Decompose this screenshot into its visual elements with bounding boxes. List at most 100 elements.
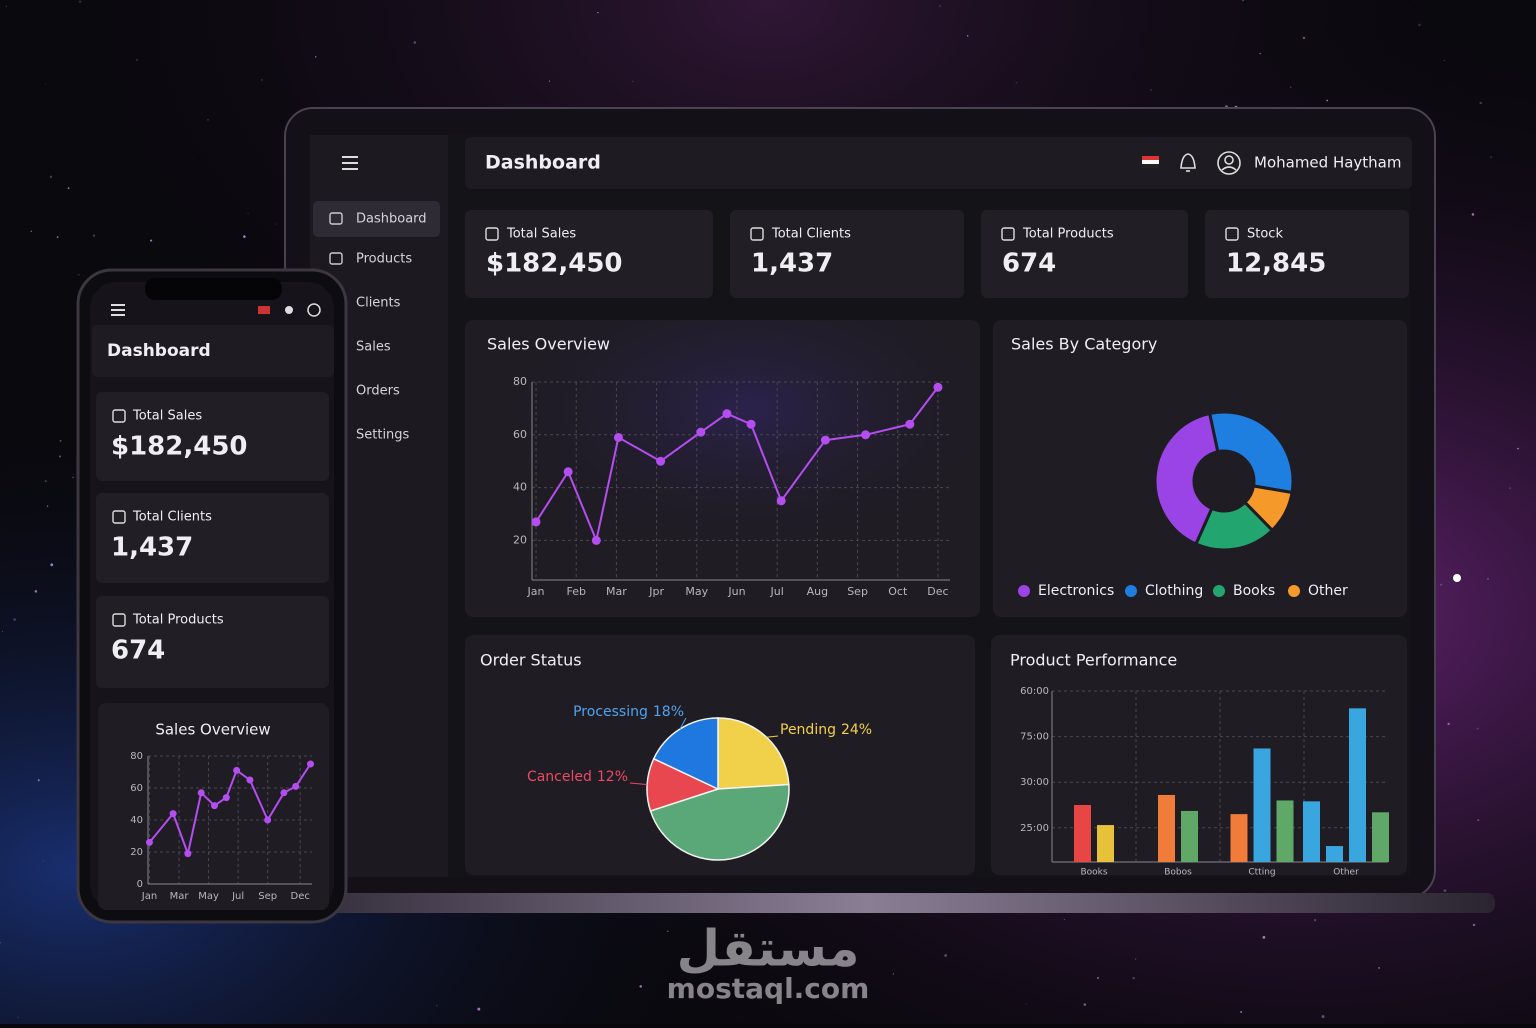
menu-item[interactable]: Sales xyxy=(356,340,391,355)
star xyxy=(43,860,44,861)
star xyxy=(2,631,3,632)
x-tick-label: Sep xyxy=(258,891,277,902)
bar xyxy=(1349,708,1366,862)
y-tick-label: 20 xyxy=(130,847,143,858)
x-tick-label: Feb xyxy=(566,585,585,598)
y-tick-label: 80 xyxy=(513,375,527,388)
menu-item[interactable]: Products xyxy=(356,252,412,267)
y-tick-label: 60 xyxy=(513,428,527,441)
panel-glow xyxy=(465,320,980,617)
star xyxy=(1477,819,1479,821)
chart-title: Order Status xyxy=(480,651,582,670)
y-tick-label: 40 xyxy=(513,481,527,494)
y-tick-label: 80 xyxy=(130,751,143,762)
star xyxy=(639,985,642,988)
kpi-value: 674 xyxy=(111,636,165,666)
star xyxy=(939,5,940,6)
kpi-label: Total Sales xyxy=(506,227,576,242)
bar xyxy=(1181,811,1198,862)
menu-item[interactable]: Dashboard xyxy=(356,212,427,227)
menu-item[interactable]: Orders xyxy=(356,384,400,399)
bar xyxy=(1254,748,1271,862)
legend-dot xyxy=(1213,585,1225,597)
kpi-label: Total Clients xyxy=(771,227,851,242)
legend-label: Electronics xyxy=(1038,583,1114,599)
kpi-value: 12,845 xyxy=(1226,249,1326,279)
star xyxy=(47,506,48,507)
point xyxy=(777,496,786,505)
point xyxy=(614,433,623,442)
bar xyxy=(1303,801,1320,862)
star xyxy=(243,235,246,238)
star xyxy=(414,41,417,44)
star xyxy=(17,1017,18,1018)
slice-name: Pending xyxy=(780,722,836,738)
kpi-value: 1,437 xyxy=(111,533,193,563)
bar xyxy=(1231,814,1248,862)
star xyxy=(1444,889,1447,892)
star xyxy=(1457,977,1458,978)
point xyxy=(280,789,287,796)
star xyxy=(667,930,669,932)
slice-name: Canceled xyxy=(527,769,592,785)
legend-label: Other xyxy=(1308,583,1348,599)
panel xyxy=(991,635,1407,875)
chart-title: Sales Overview xyxy=(487,335,610,354)
point xyxy=(198,789,205,796)
menu-item[interactable]: Settings xyxy=(356,428,410,443)
y-tick-label: 60:00 xyxy=(1020,686,1049,697)
bar xyxy=(1372,812,1389,862)
legend-dot xyxy=(1288,585,1300,597)
point xyxy=(722,409,731,418)
star xyxy=(31,231,33,233)
point xyxy=(223,794,230,801)
star xyxy=(967,35,968,36)
slice-name: Processing xyxy=(573,704,648,720)
x-tick-label: Oct xyxy=(888,585,908,598)
kpi-value: 674 xyxy=(1002,249,1056,279)
x-tick-label: Dec xyxy=(291,891,310,902)
star xyxy=(1414,1,1415,2)
star xyxy=(597,12,598,13)
user-name[interactable]: Mohamed Haytham xyxy=(1254,154,1402,172)
x-tick-label: Jan xyxy=(141,891,157,902)
point xyxy=(933,383,942,392)
star xyxy=(150,240,152,242)
kpi-value: $182,450 xyxy=(486,249,623,279)
star xyxy=(68,187,70,189)
star xyxy=(436,1005,437,1006)
star xyxy=(1326,100,1328,102)
star xyxy=(1263,936,1266,939)
x-tick-label: Aug xyxy=(807,585,828,598)
y-tick-label: 40 xyxy=(130,815,143,826)
bar xyxy=(1277,800,1294,862)
star xyxy=(248,213,249,214)
star xyxy=(549,80,550,81)
star xyxy=(632,81,633,82)
point xyxy=(170,810,177,817)
point xyxy=(747,420,756,429)
chart-title: Sales By Category xyxy=(1011,335,1157,354)
legend-label: Clothing xyxy=(1145,583,1203,599)
kpi-label: Total Products xyxy=(1022,227,1114,242)
x-tick-label: Jul xyxy=(770,585,784,598)
y-tick-label: 30:00 xyxy=(1020,777,1049,788)
star xyxy=(1444,60,1445,61)
point xyxy=(656,457,665,466)
x-tick-label: May xyxy=(685,585,708,598)
star xyxy=(1510,488,1511,489)
point xyxy=(696,428,705,437)
star xyxy=(207,119,208,120)
x-tick-label: May xyxy=(198,891,219,902)
star xyxy=(1097,977,1099,979)
chart-title: Product Performance xyxy=(1010,651,1177,670)
star xyxy=(1026,1004,1027,1005)
x-tick-label: Jun xyxy=(727,585,745,598)
point xyxy=(564,467,573,476)
kpi-label: Total Products xyxy=(132,613,224,628)
menu-item[interactable]: Clients xyxy=(356,296,401,311)
star xyxy=(59,455,61,457)
